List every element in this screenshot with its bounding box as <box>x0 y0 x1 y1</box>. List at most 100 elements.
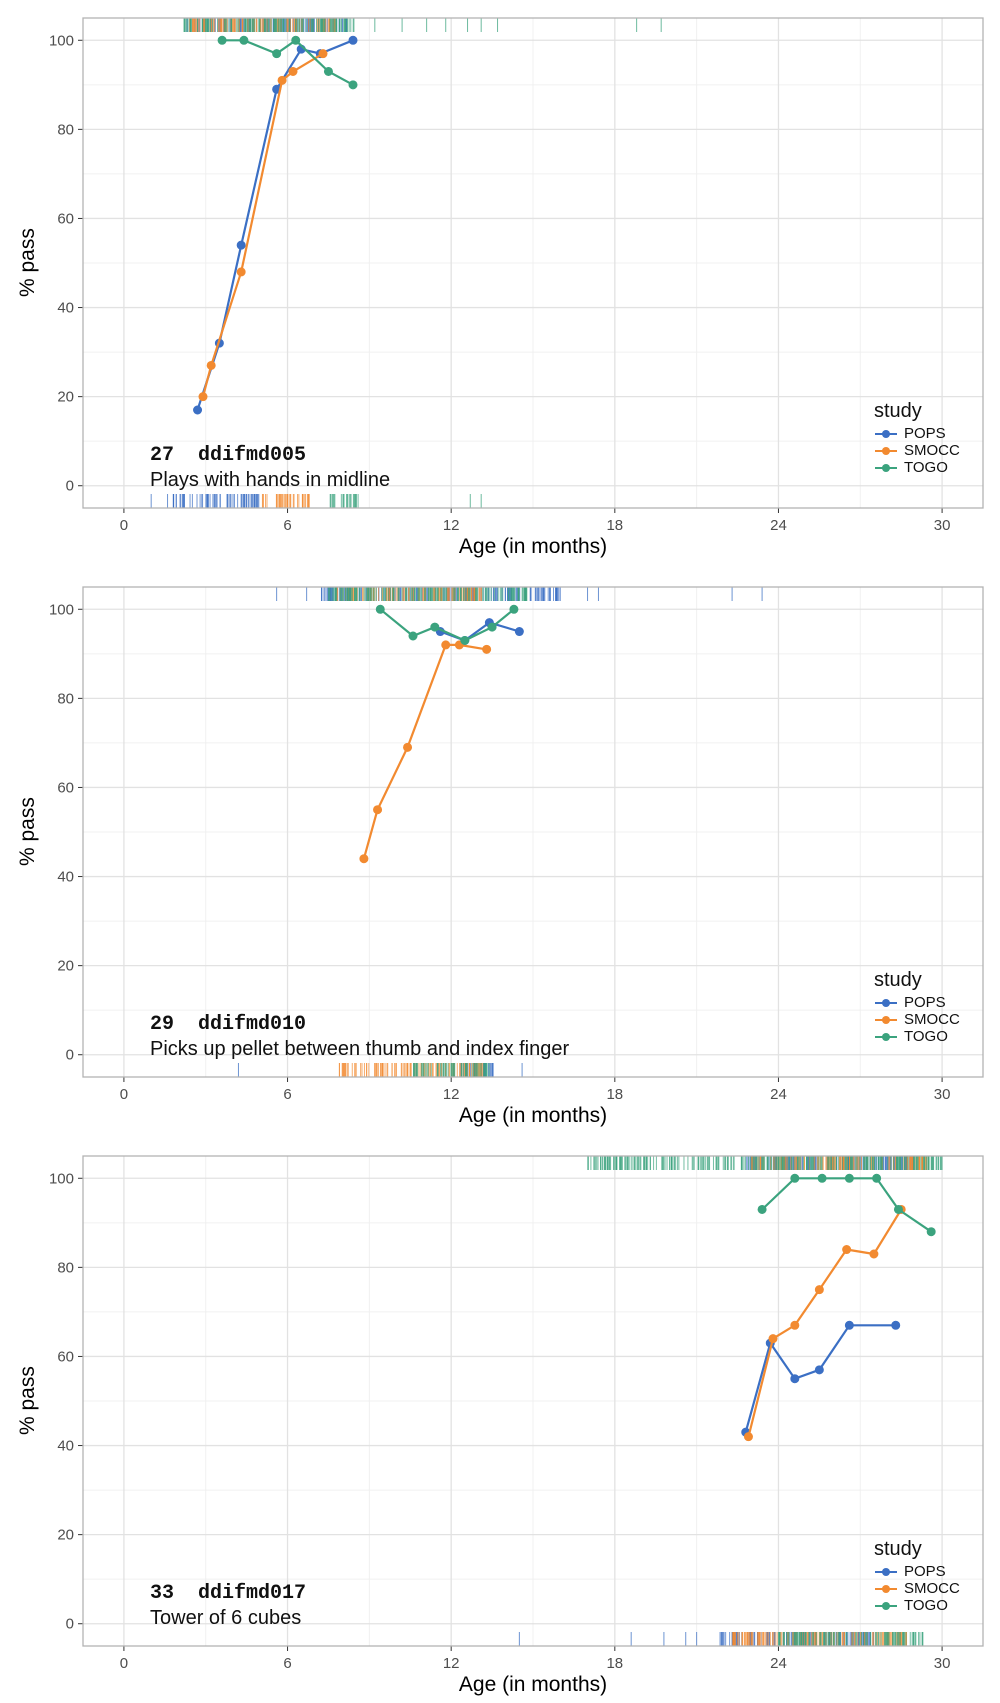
data-point-pops <box>790 1374 800 1384</box>
item-code: ddifmd010 <box>198 1013 307 1036</box>
data-point-togo <box>817 1173 827 1183</box>
data-point-smocc <box>198 392 208 402</box>
legend-label: POPS <box>904 1563 946 1580</box>
data-point-smocc <box>743 1432 753 1442</box>
chart-svg: 0 6 12 18 24 30 0 20 40 60 80 100 <box>49 17 984 534</box>
legend-label: TOGO <box>904 459 948 476</box>
item-number: 33 <box>150 1582 175 1605</box>
data-point-togo <box>509 604 519 614</box>
item-number: 27 <box>150 444 175 467</box>
legend-label: SMOCC <box>904 1011 960 1028</box>
legend-key <box>874 461 898 475</box>
tick-label-y: 60 <box>57 210 74 227</box>
tick-label-y: 0 <box>66 1047 74 1064</box>
legend-item-smocc: SMOCC <box>874 1011 960 1028</box>
data-point-togo <box>926 1227 936 1237</box>
legend-key <box>874 1582 898 1596</box>
data-point-pops <box>348 35 358 45</box>
rug-bottom <box>237 1063 523 1077</box>
y-axis-label: % pass <box>16 797 39 866</box>
item-description: Tower of 6 cubes <box>150 1607 302 1629</box>
legend-item-pops: POPS <box>874 1563 960 1580</box>
data-point-togo <box>291 35 301 45</box>
data-point-togo <box>408 631 418 641</box>
data-point-togo <box>375 604 385 614</box>
data-point-smocc <box>814 1285 824 1295</box>
data-point-togo <box>272 49 282 59</box>
series-line-smocc <box>201 52 324 397</box>
y-axis-label: % pass <box>16 1366 39 1435</box>
data-point-togo <box>217 35 227 45</box>
legend-item-smocc: SMOCC <box>874 442 960 459</box>
data-point-togo <box>844 1173 854 1183</box>
data-point-smocc <box>403 742 413 752</box>
tick-label-x: 30 <box>934 1086 951 1103</box>
data-point-togo <box>790 1173 800 1183</box>
tick-label-y: 100 <box>49 601 74 618</box>
x-axis-label: Age (in months) <box>458 1104 608 1127</box>
tick-label-x: 0 <box>120 517 128 534</box>
series-line-pops <box>744 1324 896 1433</box>
data-point-smocc <box>790 1320 800 1330</box>
rug-top <box>276 587 763 601</box>
data-point-togo <box>757 1204 767 1214</box>
tick-label-y: 60 <box>57 1348 74 1365</box>
data-point-pops <box>236 240 246 250</box>
item-description: Plays with hands in midline <box>150 469 391 491</box>
tick-label-x: 6 <box>283 1086 291 1103</box>
legend-label: SMOCC <box>904 1580 960 1597</box>
tick-label-y: 80 <box>57 1259 74 1276</box>
data-point-togo <box>487 622 497 632</box>
legend-item-togo: TOGO <box>874 1028 960 1045</box>
tick-label-y: 0 <box>66 478 74 495</box>
data-point-smocc <box>288 66 298 76</box>
legend-item-pops: POPS <box>874 994 960 1011</box>
data-point-pops <box>193 405 203 415</box>
item-number: 29 <box>150 1013 175 1036</box>
tick-label-y: 40 <box>57 1438 74 1455</box>
tick-label-y: 40 <box>57 300 74 317</box>
legend-key <box>874 444 898 458</box>
tick-label-x: 12 <box>443 517 460 534</box>
tick-label-x: 12 <box>443 1655 460 1672</box>
tick-label-y: 0 <box>66 1616 74 1633</box>
data-point-smocc <box>236 267 246 277</box>
item-code: ddifmd005 <box>198 444 307 467</box>
chart-panel-ddifmd010: 0 6 12 18 24 30 0 20 40 60 80 100 % pass Age (in mont… <box>0 569 1000 1129</box>
tick-label-y: 20 <box>57 1527 74 1544</box>
item-header: 29 ddifmd010 <box>150 1013 306 1036</box>
rug-bottom <box>518 1632 924 1646</box>
data-point-pops <box>514 627 524 637</box>
data-point-togo <box>239 35 249 45</box>
legend-label: TOGO <box>904 1028 948 1045</box>
legend-item-pops: POPS <box>874 425 960 442</box>
y-axis-label: % pass <box>16 228 39 297</box>
rug-top <box>183 18 662 32</box>
data-point-pops <box>814 1365 824 1375</box>
tick-label-y: 20 <box>57 958 74 975</box>
legend-key <box>874 1565 898 1579</box>
data-point-smocc <box>206 360 216 370</box>
legend-label: TOGO <box>904 1597 948 1614</box>
data-point-pops <box>844 1320 854 1330</box>
tick-label-y: 80 <box>57 121 74 138</box>
legend-key <box>874 1030 898 1044</box>
tick-label-y: 100 <box>49 32 74 49</box>
tick-label-x: 0 <box>120 1655 128 1672</box>
tick-label-x: 12 <box>443 1086 460 1103</box>
tick-label-y: 20 <box>57 389 74 406</box>
plot-border <box>82 586 984 1078</box>
plot-border <box>82 17 984 509</box>
legend-item-smocc: SMOCC <box>874 1580 960 1597</box>
legend-title: study <box>874 969 922 991</box>
legend-key <box>874 427 898 441</box>
legend-key <box>874 996 898 1010</box>
data-point-smocc <box>441 640 451 650</box>
legend: study POPS SMOCC TOGO <box>874 969 960 1045</box>
chart-svg: 0 6 12 18 24 30 0 20 40 60 80 100 <box>49 586 984 1103</box>
rug-bottom <box>150 494 482 508</box>
tick-label-x: 30 <box>934 1655 951 1672</box>
legend: study POPS SMOCC TOGO <box>874 400 960 476</box>
item-header: 27 ddifmd005 <box>150 444 306 467</box>
series-line-togo <box>379 608 515 642</box>
